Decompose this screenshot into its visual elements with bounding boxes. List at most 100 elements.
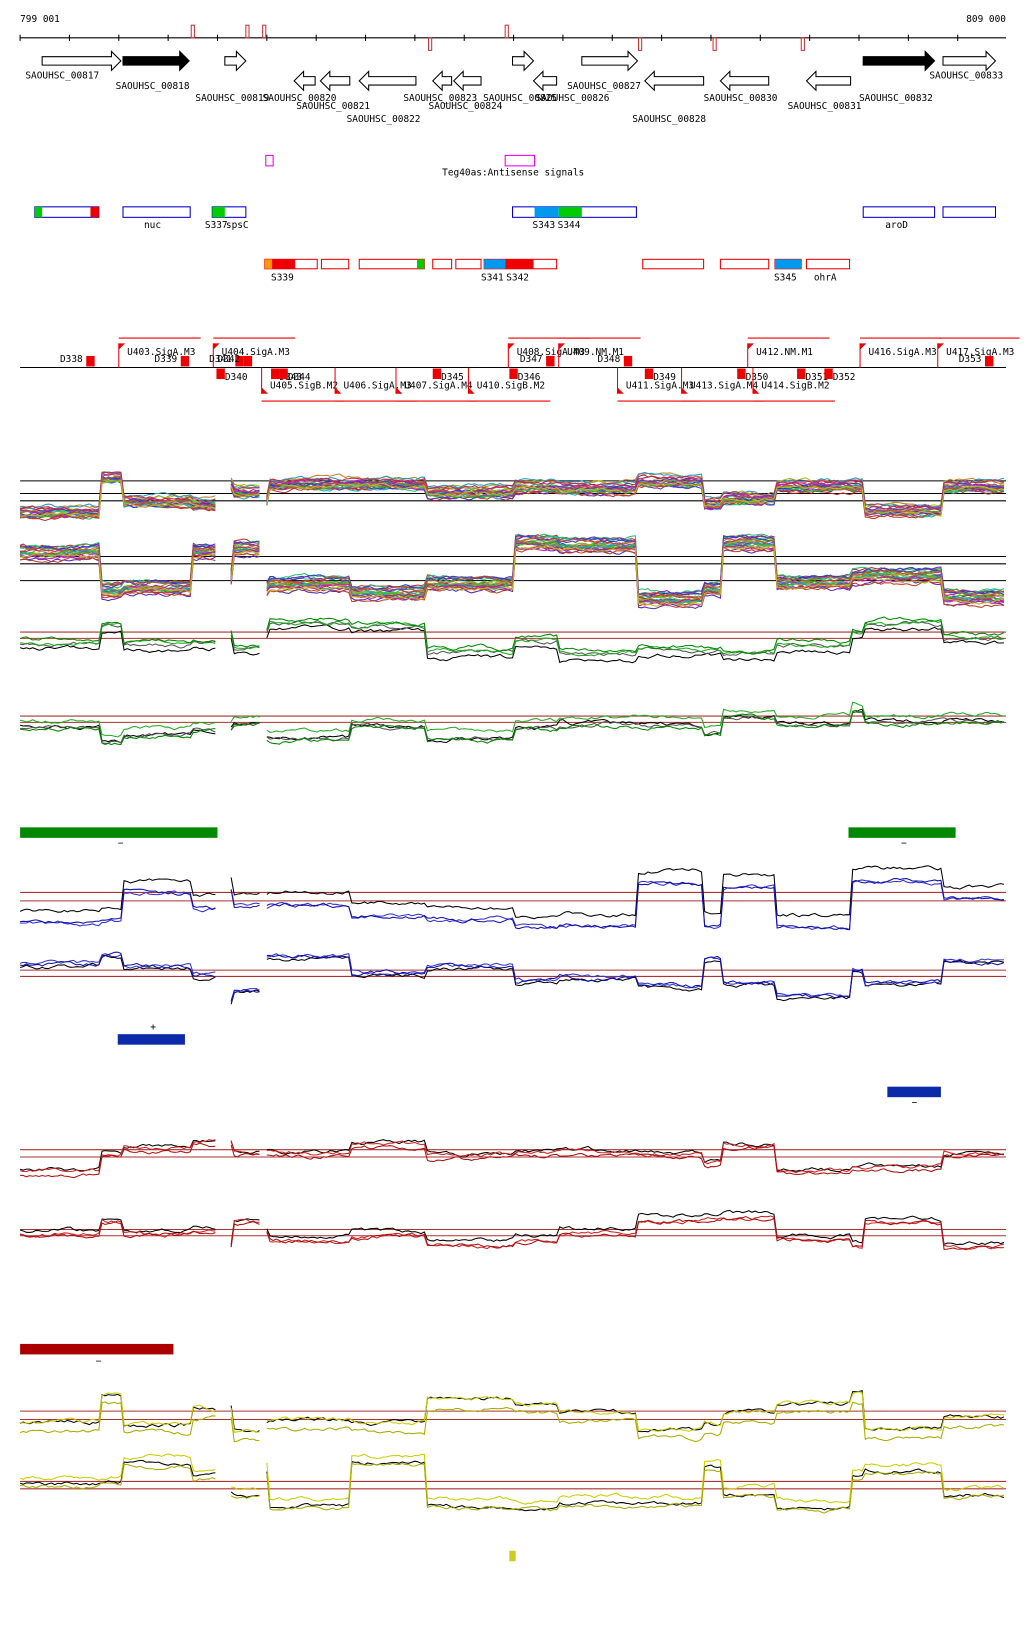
promoter-label: D338 [60,354,83,365]
promoter-label: D343 [279,372,302,383]
signal-trace [20,888,216,924]
signal-trace [230,479,260,489]
signal-trace [230,889,260,906]
signal-trace [230,889,260,909]
signal-trace [20,546,216,593]
feature-fill [887,1086,941,1098]
promoter-site [216,368,225,380]
gene-arrow [511,50,535,72]
promoter-flag-head [335,387,342,394]
signal-trace [266,537,1005,599]
feature-box [719,258,770,270]
feature-label: S339 [271,272,294,283]
gene-arrow [319,70,351,92]
promoter-label: D344 [288,372,311,383]
gene-arrow [719,70,770,92]
feature-label: ohrA [814,272,837,283]
signal-trace [19,1401,216,1436]
promoter-site [271,368,280,380]
signal-trace [230,1491,260,1498]
signal-trace [230,1495,260,1499]
signal-trace [19,621,216,646]
signal-trace [230,485,260,498]
gene-arrow [431,70,453,92]
promoter-label: D353 [959,354,982,365]
feature-label: S341 [481,272,504,283]
gene-arrow [452,70,482,92]
signal-trace [19,630,216,653]
gene-arrow [805,70,852,92]
signal-trace [266,1215,1004,1251]
feature-label: nuc [144,220,161,231]
gene-label: SAOUHSC_00828 [632,114,706,125]
promoter-label: D347 [520,354,543,365]
gene-label: SAOUHSC_00823 [403,93,477,104]
signal-trace [266,1391,1004,1432]
signal-trace [266,477,1004,512]
signal-trace [266,478,1005,514]
promoter-label: U407.SigA.M4 [404,380,473,391]
signal-trace [230,987,260,1003]
promoter-site [824,368,833,380]
promoter-flag-head [395,387,403,394]
strand-label: − [912,1098,918,1109]
promoter-site [737,368,746,380]
ruler-signal [262,24,267,39]
promoter-label: D350 [746,372,769,383]
promoter-label: U413.SigA.M4 [690,380,759,391]
signal-trace [19,552,216,597]
ruler-signal [428,37,433,51]
promoter-site [235,355,244,367]
signal-trace [266,1462,1005,1514]
signal-trace [19,1139,216,1173]
feature-box [862,206,936,218]
feature-fill [484,259,506,269]
signal-trace [230,552,260,585]
signal-trace [266,544,1004,607]
promoter-site [180,355,190,367]
promoter-label: D349 [653,372,676,383]
promoter-site [509,368,518,380]
promoter-site [546,355,555,367]
promoter-label: U405.SigB.M2 [270,380,338,391]
signal-trace [266,701,1005,733]
gene-label: SAOUHSC_00818 [116,81,190,92]
feature-box [432,258,453,270]
signal-trace [266,1139,1004,1173]
promoter-label: D345 [441,372,464,383]
signal-trace [19,471,216,513]
signal-trace [20,479,216,518]
gene-label: SAOUHSC_00819 [195,93,269,104]
signal-trace [266,1389,1005,1433]
strand-label: − [118,838,124,849]
promoter-flag-head [860,343,867,350]
gene-label: SAOUHSC_00831 [788,101,862,112]
signal-trace [266,1209,1005,1246]
signal-trace [230,480,260,488]
promoter-label: D342 [217,354,240,365]
signal-trace [266,711,1005,742]
promoter-flag-head [118,343,126,350]
signal-trace [266,481,1005,518]
signal-trace [230,480,260,491]
promoter-site [623,355,633,367]
feature-fill [416,259,425,269]
signal-trace [20,1463,216,1490]
signal-trace [266,954,1005,999]
signal-trace [230,1405,260,1433]
signal-trace [230,722,260,731]
promoter-label: U412.NM.M1 [756,347,813,358]
promoter-flag-head [937,343,945,350]
promoter-label: D346 [518,372,541,383]
promoter-site [797,368,806,380]
feature-label: S344 [558,220,581,231]
promoter-label: U404.SigA.M3 [222,347,290,358]
gene-label: SAOUHSC_00825 [483,93,557,104]
feature-fill [272,259,296,269]
ruler-signal [637,37,643,51]
gene-label: SAOUHSC_00824 [429,101,503,112]
signal-trace [20,473,216,514]
promoter-flag-head [747,343,755,350]
start-coordinate: 799 001 [20,14,60,25]
feature-fill [848,827,956,838]
